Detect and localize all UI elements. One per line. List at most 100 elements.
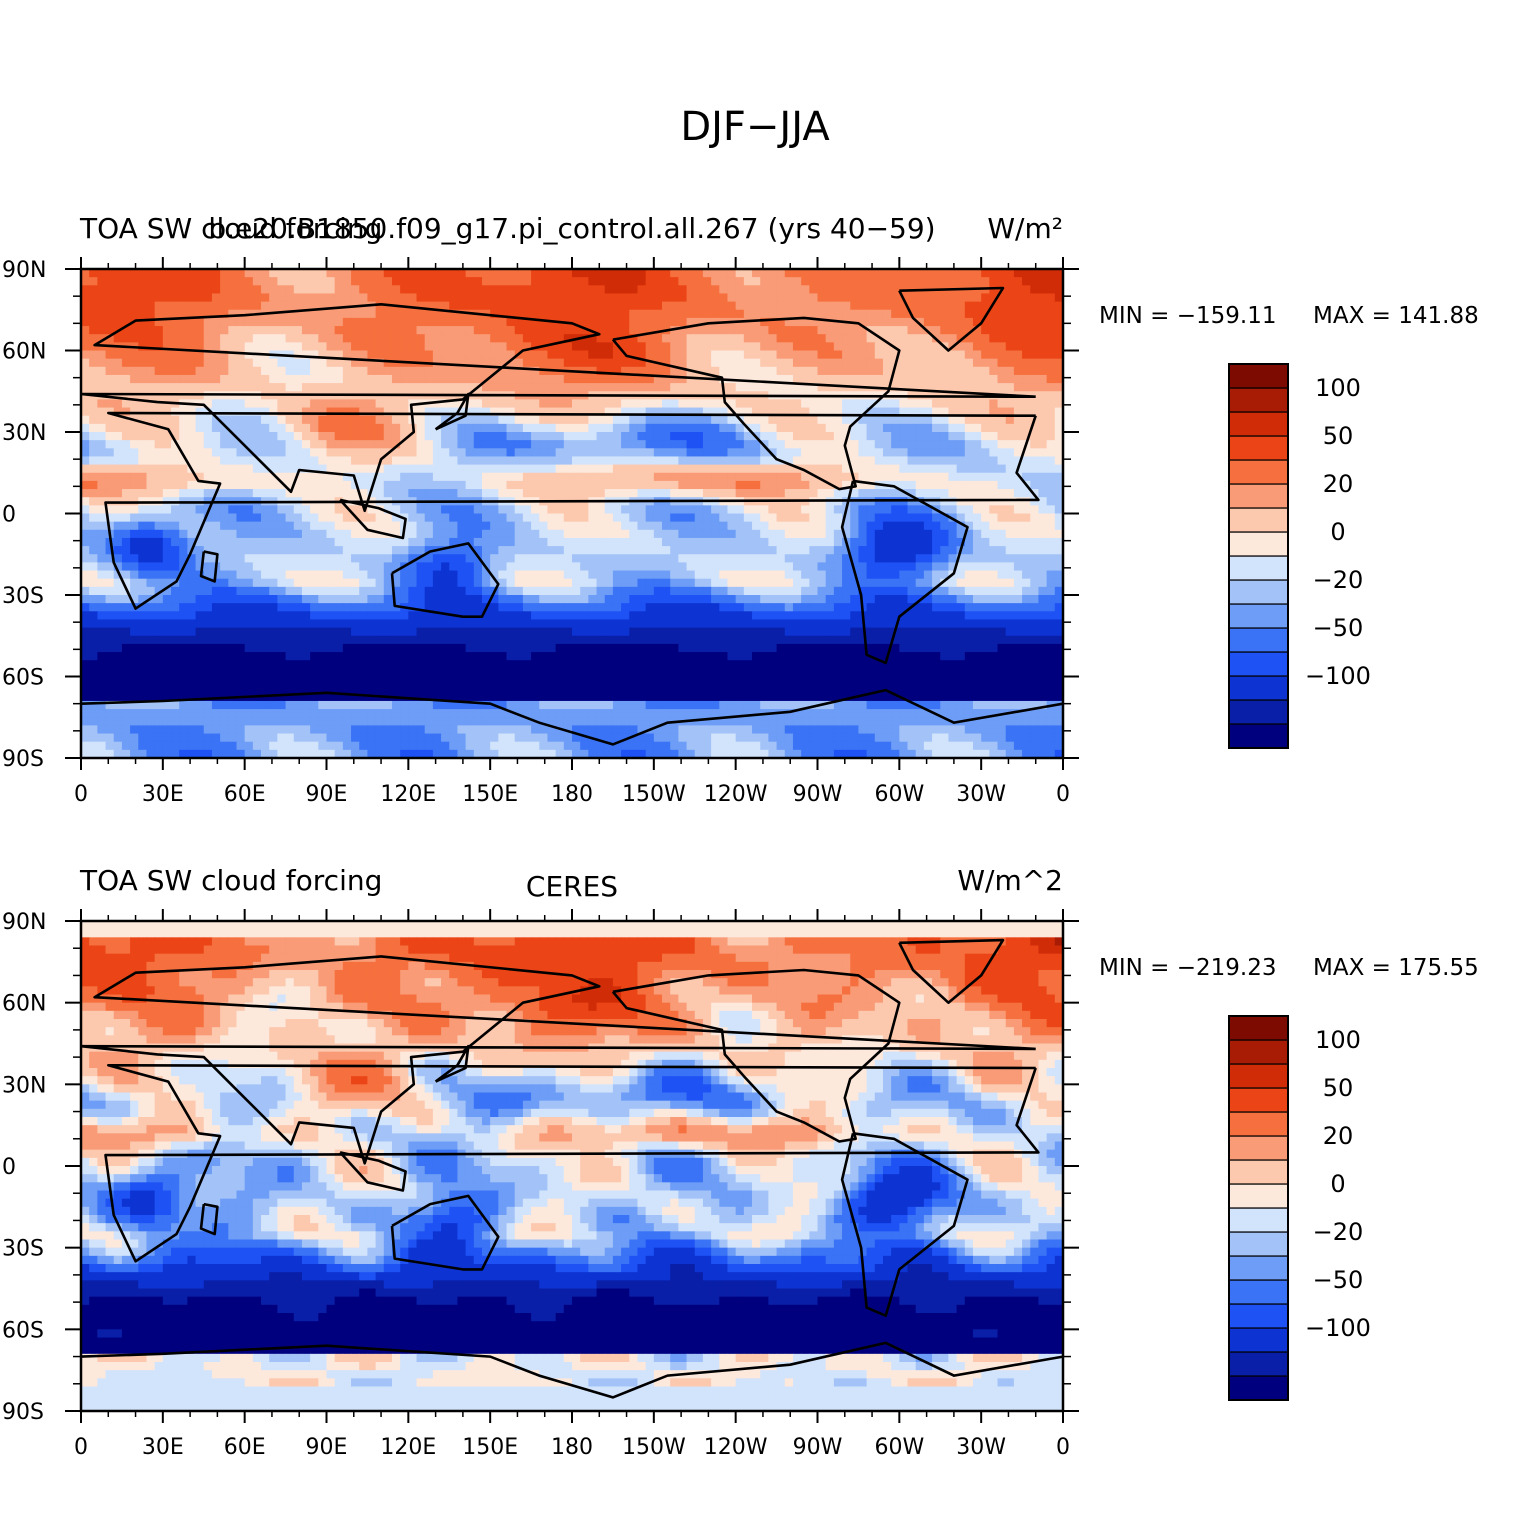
field-cell: [375, 358, 385, 368]
field-cell: [220, 277, 229, 286]
field-cell: [702, 464, 712, 474]
field-cell: [277, 546, 287, 555]
field-cell: [784, 293, 794, 303]
field-cell: [449, 578, 459, 588]
field-cell: [817, 562, 827, 572]
field-cell: [997, 586, 1007, 596]
field-cell: [833, 489, 843, 498]
field-cell: [539, 334, 549, 343]
field-cell: [261, 472, 270, 482]
field-cell: [702, 407, 712, 417]
field-cell: [441, 554, 450, 563]
field-cell: [735, 269, 745, 278]
field-cell: [539, 537, 549, 547]
field-cell: [481, 554, 491, 563]
field-cell: [752, 317, 761, 327]
field-cell: [768, 546, 778, 555]
field-cell: [342, 537, 352, 547]
field-cell: [416, 578, 426, 588]
field-cell: [801, 358, 810, 368]
field-cell: [211, 285, 221, 295]
field-cell: [833, 285, 843, 295]
field-cell: [121, 285, 131, 295]
field-cell: [220, 464, 229, 474]
field-cell: [882, 285, 892, 295]
field-cell: [760, 383, 769, 392]
field-cell: [817, 407, 827, 417]
field-cell: [171, 309, 180, 319]
field-cell: [195, 285, 205, 295]
field-cell: [801, 464, 810, 474]
field-cell: [81, 383, 90, 392]
field-cell: [261, 603, 270, 612]
field-cell: [400, 440, 409, 449]
field-cell: [858, 285, 868, 295]
field-cell: [572, 521, 581, 531]
field-cell: [653, 554, 663, 563]
field-cell: [670, 595, 679, 604]
field-cell: [981, 497, 990, 506]
field-cell: [981, 537, 990, 547]
field-cell: [964, 399, 974, 409]
field-cell: [858, 358, 868, 368]
field-cell: [277, 570, 287, 580]
field-cell: [473, 317, 483, 327]
field-cell: [874, 562, 884, 572]
field-cell: [261, 334, 270, 343]
field-cell: [252, 334, 262, 343]
field-cell: [261, 489, 270, 498]
field-cell: [326, 432, 336, 441]
field-cell: [154, 464, 164, 474]
field-cell: [604, 399, 614, 409]
field-cell: [940, 269, 950, 278]
field-cell: [817, 293, 827, 303]
field-cell: [359, 366, 369, 376]
field-cell: [752, 554, 761, 563]
field-cell: [629, 366, 639, 376]
field-cell: [866, 529, 876, 539]
field-cell: [481, 399, 491, 409]
field-cell: [752, 350, 761, 360]
field-cell: [915, 358, 925, 368]
field-cell: [1046, 399, 1056, 409]
field-cell: [743, 529, 753, 539]
field-cell: [866, 432, 876, 441]
field-cell: [735, 440, 745, 449]
field-cell: [1046, 505, 1056, 515]
field-cell: [948, 562, 958, 572]
field-cell: [285, 521, 295, 531]
field-cell: [604, 603, 614, 612]
field-cell: [1038, 578, 1048, 588]
field-cell: [97, 317, 107, 327]
field-cell: [735, 366, 745, 376]
field-cell: [907, 269, 917, 278]
field-cell: [1005, 529, 1015, 539]
field-cell: [220, 603, 229, 612]
field-cell: [833, 440, 843, 449]
field-cell: [89, 489, 98, 498]
field-cell: [932, 326, 941, 335]
field-cell: [604, 432, 614, 441]
field-cell: [621, 383, 630, 392]
field-cell: [1030, 562, 1040, 572]
field-cell: [866, 554, 876, 563]
field-cell: [1038, 407, 1048, 417]
field-cell: [825, 399, 835, 409]
field-cell: [653, 309, 663, 319]
field-cell: [596, 464, 606, 474]
min-label: MIN = −159.11: [1099, 303, 1276, 329]
field-cell: [923, 529, 933, 539]
field-cell: [326, 350, 336, 360]
field-cell: [195, 383, 205, 392]
field-cell: [727, 546, 737, 555]
field-cell: [310, 301, 319, 311]
field-cell: [162, 570, 172, 580]
field-cell: [1054, 505, 1063, 515]
field-cell: [563, 521, 573, 531]
field-cell: [220, 366, 229, 376]
field-cell: [277, 505, 287, 515]
field-cell: [792, 350, 802, 360]
field-cell: [1022, 472, 1031, 482]
field-cell: [776, 505, 786, 515]
field-cell: [261, 407, 270, 417]
